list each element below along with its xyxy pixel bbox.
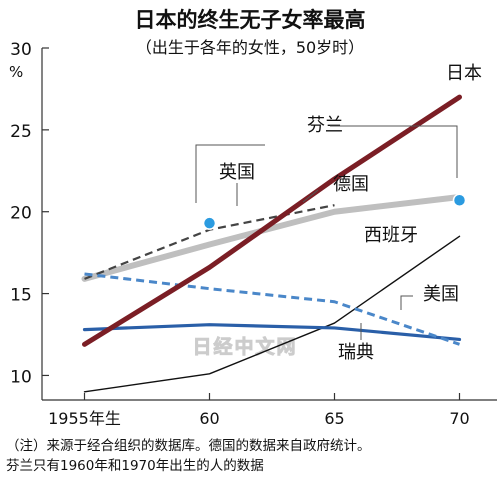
footnotes: （注）来源于经合组织的数据库。德国的数据来自政府统计。 芬兰只有1960年和19… xyxy=(6,436,496,476)
watermark: 日经中文网 xyxy=(192,335,297,358)
series-label: 美国 xyxy=(423,284,459,305)
x-tick-label: 60 xyxy=(199,409,219,428)
y-tick-label: 25 xyxy=(10,122,32,142)
series-label: 西班牙 xyxy=(364,225,418,246)
x-tick-label: 1955年生 xyxy=(48,409,121,428)
series-line xyxy=(82,323,462,342)
series-line xyxy=(83,235,461,393)
series-label: 英国 xyxy=(219,162,255,183)
footnote-line: （注）来源于经合组织的数据库。德国的数据来自政府统计。 xyxy=(6,438,371,454)
data-point xyxy=(452,193,467,208)
series-line xyxy=(82,94,462,347)
footnote-line: 芬兰只有1960年和1970年出生的人的数据 xyxy=(6,458,264,474)
y-tick-label: 30 xyxy=(10,40,32,60)
series-label: 德国 xyxy=(333,174,369,195)
chart-title: 日本的终生无子女率最高 xyxy=(135,8,366,32)
y-tick-label: 10 xyxy=(10,367,32,387)
series-label: 芬兰 xyxy=(307,115,343,136)
leader-line xyxy=(302,189,319,203)
x-tick-label: 70 xyxy=(449,409,469,428)
series-label: 日本 xyxy=(446,63,482,84)
y-tick-label: 15 xyxy=(10,286,32,306)
y-axis-unit: % xyxy=(9,63,23,81)
series-line xyxy=(84,272,460,346)
leader-line xyxy=(195,144,265,203)
series-line xyxy=(81,193,463,282)
series-label: 瑞典 xyxy=(338,342,374,363)
leader-line xyxy=(400,295,413,310)
data-point xyxy=(202,216,217,230)
chart-subtitle: （出生于各年的女性，50岁时） xyxy=(136,38,364,57)
leader-line xyxy=(330,125,458,178)
x-tick-label: 65 xyxy=(324,409,344,428)
y-tick-label: 20 xyxy=(10,204,32,224)
